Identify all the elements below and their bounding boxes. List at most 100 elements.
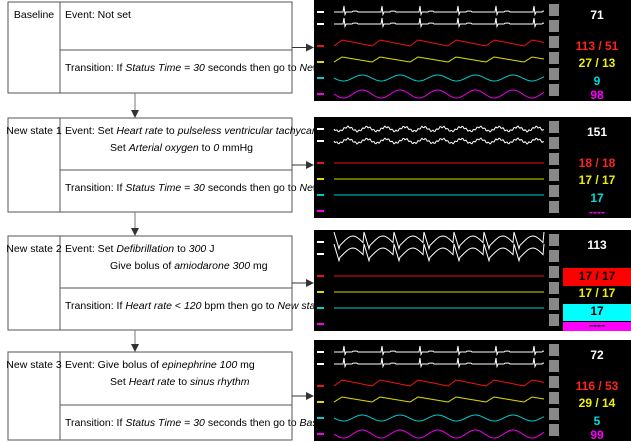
side-key (549, 392, 559, 404)
text-line: Set Arterial oxygen to 0 mmHg (110, 142, 253, 154)
side-key (549, 424, 559, 436)
central-venous-pressure: 5 (594, 414, 601, 428)
text-line: Transition: If Status Time = 30 seconds … (65, 182, 355, 194)
state-name: New state 2 (6, 243, 62, 255)
oxygen-saturation: 99 (590, 428, 604, 442)
pulmonary-pressure: 17 / 17 (579, 173, 616, 187)
state-name: Baseline (14, 9, 54, 21)
side-key (549, 266, 559, 278)
side-key (549, 408, 559, 420)
text-run: seconds then go to (205, 182, 300, 194)
text-run: Event: Set (65, 125, 116, 137)
text-run: seconds then go to (205, 62, 300, 74)
side-key (549, 137, 559, 149)
text-line: Give bolus of amiodarone 300 mg (110, 260, 268, 272)
text-run: Set (110, 142, 129, 154)
text-run: Transition: If (65, 62, 125, 74)
italic-term: 30 (193, 182, 205, 194)
text-run: < (172, 300, 184, 312)
side-key (549, 84, 559, 96)
italic-term: Arterial oxygen (128, 142, 199, 154)
text-run: = (181, 417, 193, 429)
blood-pressure: 17 / 17 (579, 269, 616, 283)
text-run: Event: Set (65, 243, 116, 255)
pulmonary-pressure: 27 / 13 (579, 56, 616, 70)
heart-rate: 151 (587, 125, 607, 139)
text-run: Give bolus of (110, 260, 174, 272)
text-line: Transition: If Heart rate < 120 bpm then… (65, 300, 333, 312)
italic-term: 120 (184, 300, 202, 312)
italic-term: 30 (193, 62, 205, 74)
blood-pressure: 18 / 18 (579, 156, 616, 170)
side-key (549, 344, 559, 356)
page: Baseline Event: Not set Transition: If Sta… (0, 0, 631, 442)
oxygen-saturation: ---- (589, 318, 605, 332)
text-run: Set (110, 376, 129, 388)
heart-rate: 71 (590, 8, 604, 22)
side-key (549, 36, 559, 48)
state-name: New state 3 (6, 359, 62, 371)
text-line: Event: Not set (65, 9, 131, 21)
italic-term: Status Time (125, 62, 181, 74)
central-venous-pressure: 9 (594, 74, 601, 88)
pulmonary-pressure: 17 / 17 (579, 286, 616, 300)
text-run: seconds then go to (205, 417, 300, 429)
italic-term: Heart rate (129, 376, 176, 388)
side-key (549, 360, 559, 372)
pulmonary-pressure: 29 / 14 (579, 396, 616, 410)
central-venous-pressure: 17 (590, 304, 604, 318)
text-run: J (206, 243, 214, 255)
italic-term: sinus rhythm (190, 376, 250, 388)
italic-term: 30 (193, 417, 205, 429)
text-run: = (181, 182, 193, 194)
text-line: Event: Set Defibrillation to 300 J (65, 243, 214, 255)
heart-rate: 113 (587, 238, 607, 252)
italic-term: Status Time (125, 417, 181, 429)
oxygen-saturation: ---- (589, 205, 605, 219)
text-run: mg (237, 359, 255, 371)
italic-term: amiodarone 300 (174, 260, 250, 272)
side-key (549, 68, 559, 80)
text-run: to (175, 376, 190, 388)
side-key (549, 20, 559, 32)
side-key (549, 52, 559, 64)
italic-term: Defibrillation (116, 243, 174, 255)
text-run: Event: Give bolus of (65, 359, 162, 371)
text-line: Set Heart rate to sinus rhythm (110, 376, 250, 388)
italic-term: epinephrine 100 (162, 359, 237, 371)
text-run: to (174, 243, 189, 255)
text-line: Event: Set Heart rate to pulseless ventr… (65, 125, 330, 137)
side-key (549, 314, 559, 326)
state-name: New state 1 (6, 125, 62, 137)
text-run: Event: Not set (65, 9, 131, 21)
side-key (549, 376, 559, 388)
diagram: Baseline Event: Not set Transition: If Sta… (0, 0, 631, 442)
text-run: mmHg (219, 142, 253, 154)
side-key (549, 153, 559, 165)
blood-pressure: 116 / 53 (576, 379, 619, 393)
side-key (549, 169, 559, 181)
text-line: Event: Give bolus of epinephrine 100 mg (65, 359, 255, 371)
text-run: Transition: If (65, 182, 125, 194)
text-run: mg (250, 260, 268, 272)
text-run: bpm then go to (202, 300, 278, 312)
text-run: to (199, 142, 214, 154)
text-run: to (163, 125, 178, 137)
italic-term: 300 (189, 243, 207, 255)
side-key (549, 121, 559, 133)
italic-term: pulseless ventricular tachycardia (177, 125, 330, 137)
side-key (549, 185, 559, 197)
side-key (549, 234, 559, 246)
text-line: Transition: If Status Time = 30 seconds … (65, 417, 340, 429)
side-key (549, 282, 559, 294)
text-run: = (181, 62, 193, 74)
text-run: Transition: If (65, 417, 125, 429)
italic-term: Heart rate (116, 125, 163, 137)
italic-term: Status Time (125, 182, 181, 194)
text-run: Transition: If (65, 300, 125, 312)
